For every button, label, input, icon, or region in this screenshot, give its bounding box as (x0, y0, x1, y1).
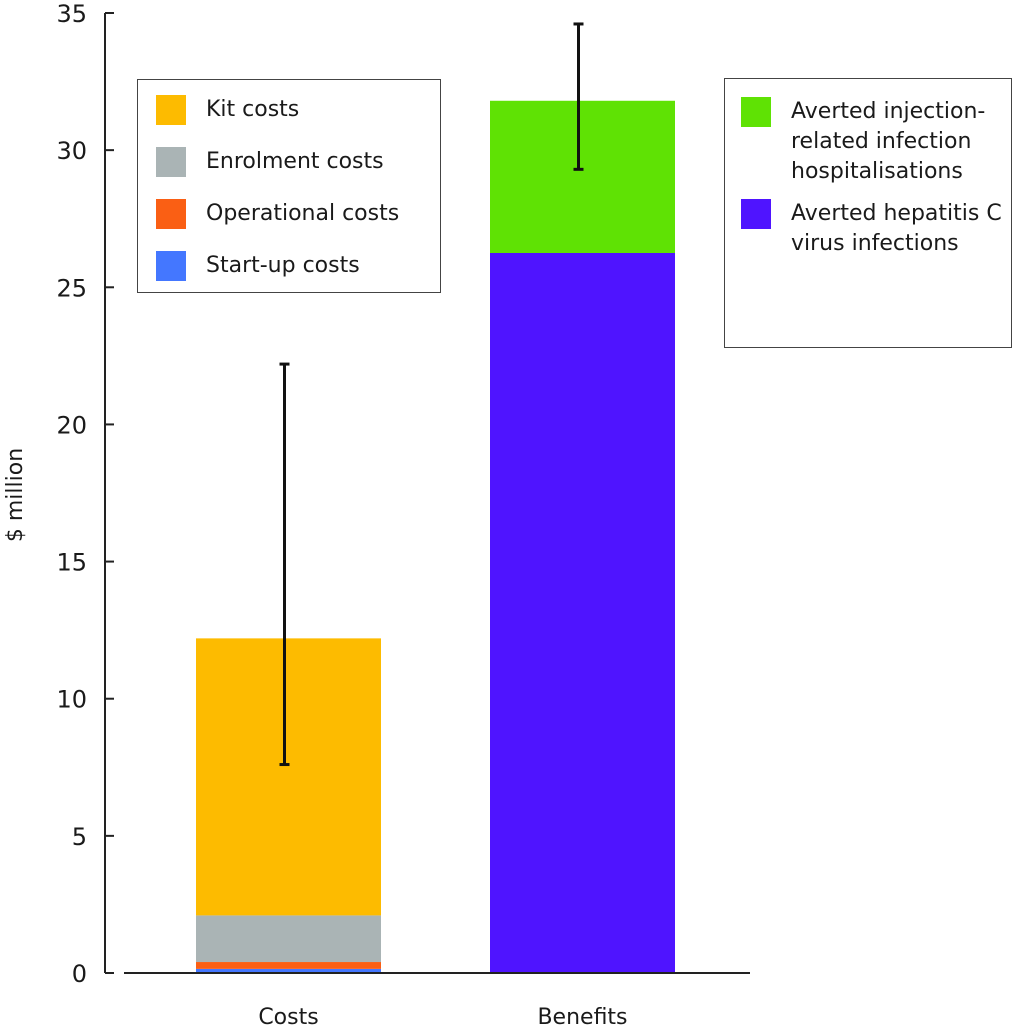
legend-item: Start-up costs (156, 251, 440, 281)
legend-label: Averted hepatitis C virus infections (791, 201, 1002, 256)
y-tick-label: 10 (56, 686, 87, 714)
legend-swatch (741, 97, 771, 127)
y-axis-title: $ million (3, 448, 28, 542)
y-tick-label: 35 (56, 0, 87, 28)
legend-item: Operational costs (156, 199, 440, 229)
bar-segment-kit-costs (196, 638, 381, 916)
bar-segment-operational-costs (196, 962, 381, 969)
y-axis: 0 5 10 15 20 25 30 35 (56, 0, 114, 988)
legend-label: Averted injection-related infection hosp… (791, 99, 986, 184)
y-tick-label: 5 (72, 823, 87, 851)
error-bars (279, 22, 584, 767)
legend-item: Kit costs (156, 95, 440, 125)
x-category-label: Benefits (537, 1005, 627, 1030)
legend-label: Start-up costs (206, 253, 360, 278)
y-tick-label: 0 (72, 960, 87, 988)
bar-segment-enrolment-costs (196, 915, 381, 963)
legend-swatch (156, 199, 186, 229)
legend-item: Averted injection-related infection hosp… (741, 97, 1011, 187)
bars (196, 100, 675, 973)
x-category-label: Costs (258, 1005, 318, 1030)
bar-segment-averted-hepatitis-c-virus-infections (490, 253, 675, 973)
error-bar (279, 362, 290, 767)
legend-costs: Kit costs Enrolment costs Operational cost… (137, 79, 441, 293)
legend-benefits: Averted injection-related infection hosp… (724, 78, 1012, 348)
legend-swatch (156, 95, 186, 125)
legend-item: Enrolment costs (156, 147, 440, 177)
legend-swatch (741, 199, 771, 229)
y-tick-label: 15 (56, 549, 87, 577)
legend-swatch (156, 147, 186, 177)
legend-label: Kit costs (206, 97, 300, 122)
y-tick-label: 20 (56, 411, 87, 439)
bar-segment-start-up-costs (196, 968, 381, 973)
bar-segment-averted-injection-related-infection-hospitalisations (490, 100, 675, 254)
legend-label: Operational costs (206, 201, 400, 226)
legend-item: Averted hepatitis C virus infections (741, 199, 1011, 259)
legend-label: Enrolment costs (206, 149, 384, 174)
legend-swatch (156, 251, 186, 281)
x-axis: Costs Benefits (124, 972, 750, 1030)
y-tick-label: 25 (56, 274, 87, 302)
y-tick-label: 30 (56, 137, 87, 165)
error-bar (573, 22, 584, 171)
